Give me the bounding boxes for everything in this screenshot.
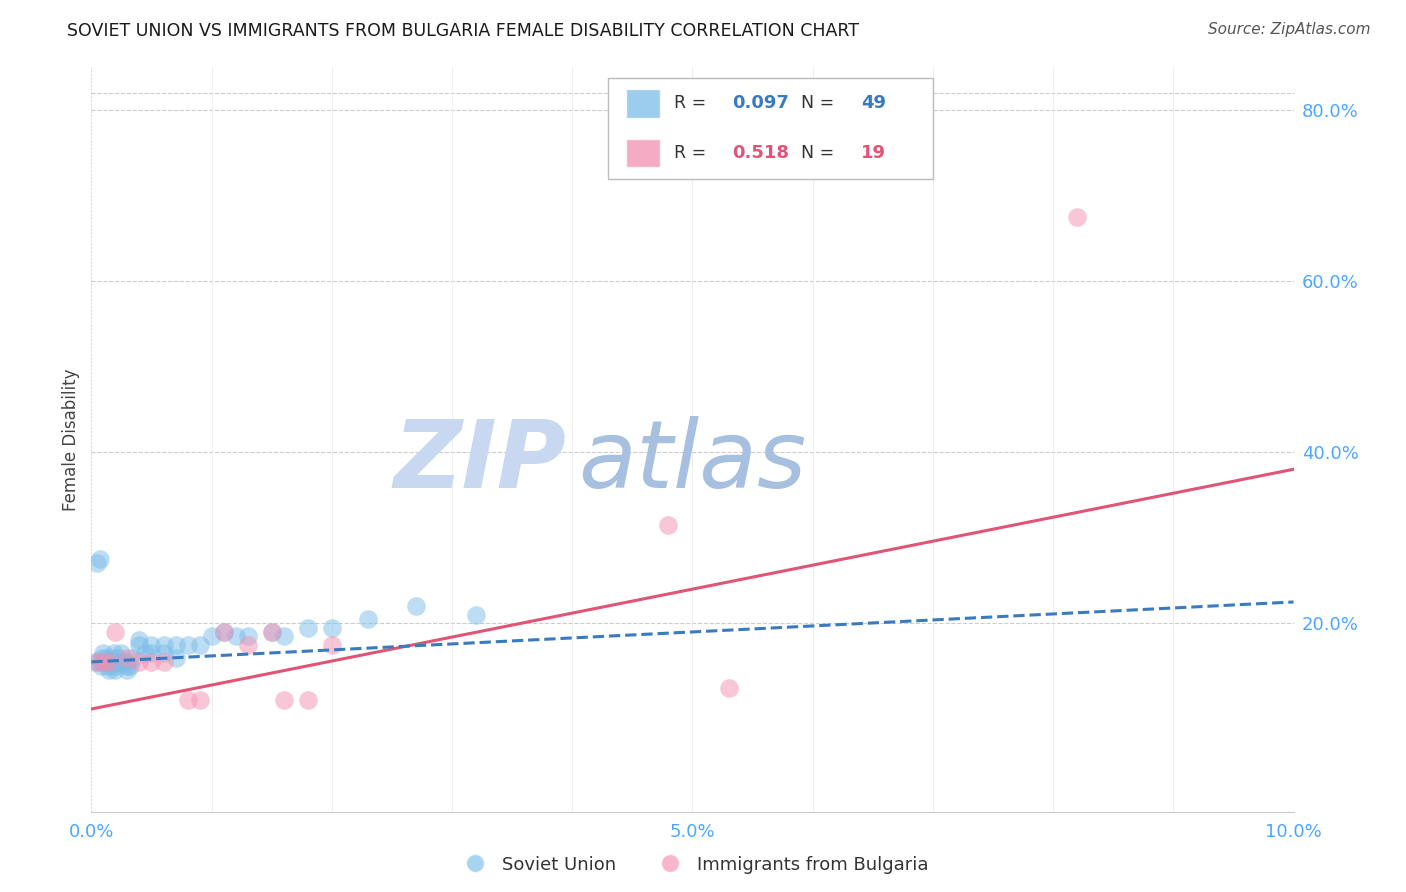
Point (141, 646, 163, 660)
Point (152, 638, 174, 652)
Point (236, 629, 259, 643)
Point (128, 638, 150, 652)
FancyBboxPatch shape (609, 78, 934, 178)
Point (96, 655, 118, 669)
Y-axis label: Female Disability: Female Disability (62, 368, 80, 510)
Point (122, 650, 145, 665)
Point (260, 624, 283, 639)
Point (225, 629, 247, 643)
Point (152, 646, 174, 660)
Point (128, 633, 150, 648)
Point (101, 655, 124, 669)
Text: SOVIET UNION VS IMMIGRANTS FROM BULGARIA FEMALE DISABILITY CORRELATION CHART: SOVIET UNION VS IMMIGRANTS FROM BULGARIA… (67, 22, 859, 40)
Point (273, 629, 295, 643)
Text: R =: R = (675, 95, 713, 112)
Point (165, 650, 187, 665)
Text: Source: ZipAtlas.com: Source: ZipAtlas.com (1208, 22, 1371, 37)
Point (465, 607, 488, 622)
Text: atlas: atlas (578, 417, 807, 508)
Point (118, 659, 141, 673)
Point (152, 655, 174, 669)
Text: 0.518: 0.518 (733, 145, 789, 162)
Point (357, 612, 380, 626)
Point (93, 655, 115, 669)
Point (236, 638, 259, 652)
Point (108, 655, 131, 669)
Point (657, 517, 679, 532)
Point (297, 621, 319, 635)
Point (104, 659, 127, 673)
Point (128, 655, 150, 669)
Point (110, 646, 132, 660)
Point (93, 646, 115, 660)
Text: 19: 19 (860, 145, 886, 162)
Point (86, 655, 108, 669)
Point (117, 664, 139, 678)
Point (91, 650, 114, 665)
Point (297, 693, 319, 707)
Point (104, 624, 127, 639)
Point (103, 646, 125, 660)
Point (93, 655, 115, 669)
Point (84, 655, 107, 669)
Point (405, 599, 427, 614)
Point (134, 646, 156, 660)
Point (98, 655, 121, 669)
Point (201, 629, 224, 643)
Point (212, 624, 235, 639)
Text: 0.097: 0.097 (733, 95, 789, 112)
Point (94, 650, 117, 665)
Point (98, 664, 121, 678)
Point (273, 693, 295, 707)
Point (260, 624, 283, 639)
Text: R =: R = (675, 145, 713, 162)
Point (117, 659, 139, 673)
Text: ZIP: ZIP (394, 416, 567, 508)
Point (176, 638, 198, 652)
Legend: Soviet Union, Immigrants from Bulgaria: Soviet Union, Immigrants from Bulgaria (450, 848, 935, 881)
Text: N =: N = (800, 95, 839, 112)
Point (176, 693, 198, 707)
Point (188, 638, 211, 652)
Point (1066, 210, 1088, 224)
Point (321, 621, 343, 635)
Point (717, 681, 740, 695)
Point (117, 650, 139, 665)
Point (100, 655, 122, 669)
Point (117, 655, 139, 669)
Bar (626, 89, 659, 118)
Point (321, 638, 343, 652)
Point (90, 655, 112, 669)
Text: 49: 49 (860, 95, 886, 112)
Point (97, 659, 120, 673)
Bar (626, 139, 659, 168)
Point (104, 664, 127, 678)
Point (86, 557, 108, 571)
Text: N =: N = (800, 145, 839, 162)
Point (141, 638, 163, 652)
Point (107, 650, 129, 665)
Point (165, 638, 187, 652)
Point (89, 552, 111, 566)
Point (212, 624, 235, 639)
Point (141, 655, 163, 669)
Point (101, 650, 124, 665)
Point (188, 693, 211, 707)
Point (112, 655, 135, 669)
Point (90, 659, 112, 673)
